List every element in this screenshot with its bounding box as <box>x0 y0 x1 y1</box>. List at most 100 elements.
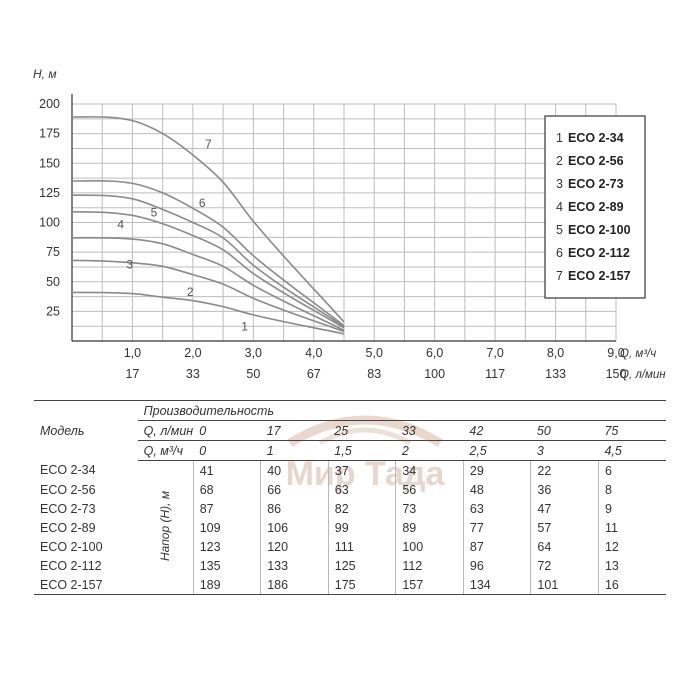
x-tick-label: 3,0 <box>245 346 262 360</box>
table-cell: 63 <box>462 499 531 518</box>
table-cell: 40 <box>260 460 329 480</box>
legend-entry-number: 1 <box>556 131 563 145</box>
legend-box <box>544 115 646 299</box>
series-line-1 <box>71 291 345 335</box>
head-label: Напор (H), м <box>157 490 172 561</box>
q-m3h-6: 4,5 <box>598 440 666 461</box>
q-m3h-3: 2 <box>395 440 464 461</box>
y-tick-label: 175 <box>39 127 60 141</box>
table-cell: 134 <box>462 575 531 595</box>
legend-entry-name: ECO 2-89 <box>568 200 624 214</box>
legend-entry-number: 5 <box>556 223 563 237</box>
series-line-5 <box>71 194 345 328</box>
table-cell: 89 <box>395 518 464 537</box>
chart-labels: 1 2 3 4 5 6 7 <box>117 137 248 333</box>
x-axis-label-secondary: Q, л/мин <box>620 369 666 381</box>
table-cell: 157 <box>395 575 464 595</box>
table-cell: 57 <box>530 518 599 537</box>
x-tick-label: 2,0 <box>184 346 201 360</box>
table-cell: 16 <box>597 575 666 595</box>
x-tick-label: 5,0 <box>366 346 383 360</box>
x-tick-label-secondary: 133 <box>545 367 566 381</box>
y-tick-label: 50 <box>46 275 60 289</box>
table-cell: 63 <box>327 480 396 499</box>
table-q-m3h-row: Q, м³/ч 0 1 1,5 2 2,5 3 4,5 <box>34 440 666 461</box>
y-axis-label: H, м <box>33 67 57 81</box>
series-line-7 <box>71 116 345 323</box>
table-cell: 135 <box>192 556 261 575</box>
x-tick-label: 9,0 <box>607 346 624 360</box>
table-cell: 112 <box>395 556 464 575</box>
head-label-cell: Напор (H), м <box>137 460 194 595</box>
y-tick-label: 25 <box>46 304 60 318</box>
table-cell: 29 <box>462 460 531 480</box>
q-lmin-label: Q, л/мин <box>137 420 194 441</box>
table-cell: 125 <box>327 556 396 575</box>
table-cell: 64 <box>530 537 599 556</box>
table-cell: 22 <box>530 460 599 480</box>
table-cell: 6 <box>597 460 666 480</box>
x-tick-label: 6,0 <box>426 346 443 360</box>
table-cell: 87 <box>462 537 531 556</box>
q-lmin-6: 75 <box>598 420 666 441</box>
table-cell: 47 <box>530 499 599 518</box>
table-cell: 82 <box>327 499 396 518</box>
table-cell: 73 <box>395 499 464 518</box>
q-m3h-0: 0 <box>193 440 261 461</box>
q-m3h-4: 2,5 <box>463 440 531 461</box>
table-row: ECO 2-157 189 186 175 157 134 101 16 <box>34 575 666 595</box>
x-tick-label: 4,0 <box>305 346 322 360</box>
q-m3h-1: 1 <box>260 440 329 461</box>
table-cell: 109 <box>192 518 261 537</box>
table-cell: 72 <box>530 556 599 575</box>
series-line-4 <box>71 211 345 329</box>
model-name: ECO 2-100 <box>40 539 103 554</box>
q-lmin-5: 50 <box>530 420 599 441</box>
table-cell: 41 <box>192 460 261 480</box>
q-m3h-5: 3 <box>530 440 599 461</box>
x-tick-label: 7,0 <box>486 346 503 360</box>
y-tick-label: 200 <box>39 97 60 111</box>
legend-entry-name: ECO 2-157 <box>568 269 631 283</box>
q-lmin-1: 17 <box>260 420 329 441</box>
performance-table: Производительность Модель Q, л/мин 0 17 … <box>34 400 666 595</box>
table-cell: 9 <box>597 499 666 518</box>
table-row: ECO 2-100 123 120 111 100 87 64 12 <box>34 537 666 556</box>
legend-entry-name: ECO 2-56 <box>568 154 624 168</box>
legend-entry-number: 4 <box>556 200 563 214</box>
table-cell: 189 <box>192 575 261 595</box>
curve-number-label: 7 <box>205 137 212 151</box>
series-line-3 <box>71 237 345 332</box>
table-row: ECO 2-56 68 66 63 56 48 36 8 <box>34 480 666 499</box>
curve-number-label: 3 <box>126 258 133 272</box>
table-cell: 36 <box>530 480 599 499</box>
performance-header: Производительность <box>137 400 666 421</box>
table-cell: 48 <box>462 480 531 499</box>
model-name: ECO 2-73 <box>40 501 96 516</box>
legend-entry-name: ECO 2-34 <box>568 131 624 145</box>
x-tick-label: 1,0 <box>124 346 141 360</box>
table-cell: 111 <box>327 537 396 556</box>
table-q-lmin-row: Модель Q, л/мин 0 17 25 33 42 50 75 <box>34 420 666 441</box>
legend-entry-name: ECO 2-112 <box>568 246 630 260</box>
x-tick-label-secondary: 17 <box>125 367 139 381</box>
q-lmin-3: 33 <box>395 420 464 441</box>
curve-number-label: 5 <box>151 206 158 220</box>
table-cell: 12 <box>597 537 666 556</box>
y-tick-label: 125 <box>39 186 60 200</box>
table-cell: 133 <box>260 556 329 575</box>
legend-entry-name: ECO 2-73 <box>568 177 624 191</box>
table-cell: 96 <box>462 556 531 575</box>
table-cell: 13 <box>597 556 666 575</box>
x-tick-label-secondary: 33 <box>186 367 200 381</box>
table-cell: 106 <box>260 518 329 537</box>
x-tick-label: 8,0 <box>547 346 564 360</box>
table-header-row: Производительность <box>34 400 666 421</box>
table-cell: 175 <box>327 575 396 595</box>
legend-entry-number: 2 <box>556 154 563 168</box>
y-tick-label: 100 <box>39 216 60 230</box>
table-row: ECO 2-73 87 86 82 73 63 47 9 <box>34 499 666 518</box>
table-cell: 37 <box>327 460 396 480</box>
curve-number-label: 6 <box>199 196 206 210</box>
